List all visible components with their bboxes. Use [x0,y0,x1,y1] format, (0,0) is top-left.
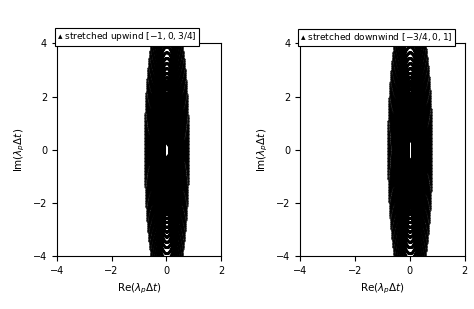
X-axis label: Re($\lambda_p \Delta t$): Re($\lambda_p \Delta t$) [360,282,405,296]
Y-axis label: Im($\lambda_p \Delta t$): Im($\lambda_p \Delta t$) [256,128,271,172]
Text: $\blacktriangle$ stretched upwind $[-1, 0, 3/4]$: $\blacktriangle$ stretched upwind $[-1, … [57,30,197,43]
Text: $\blacktriangle$ stretched downwind $[-3/4, 0, 1]$: $\blacktriangle$ stretched downwind $[-3… [300,31,453,43]
X-axis label: Re($\lambda_p \Delta t$): Re($\lambda_p \Delta t$) [117,282,162,296]
Y-axis label: Im($\lambda_p \Delta t$): Im($\lambda_p \Delta t$) [13,128,27,172]
